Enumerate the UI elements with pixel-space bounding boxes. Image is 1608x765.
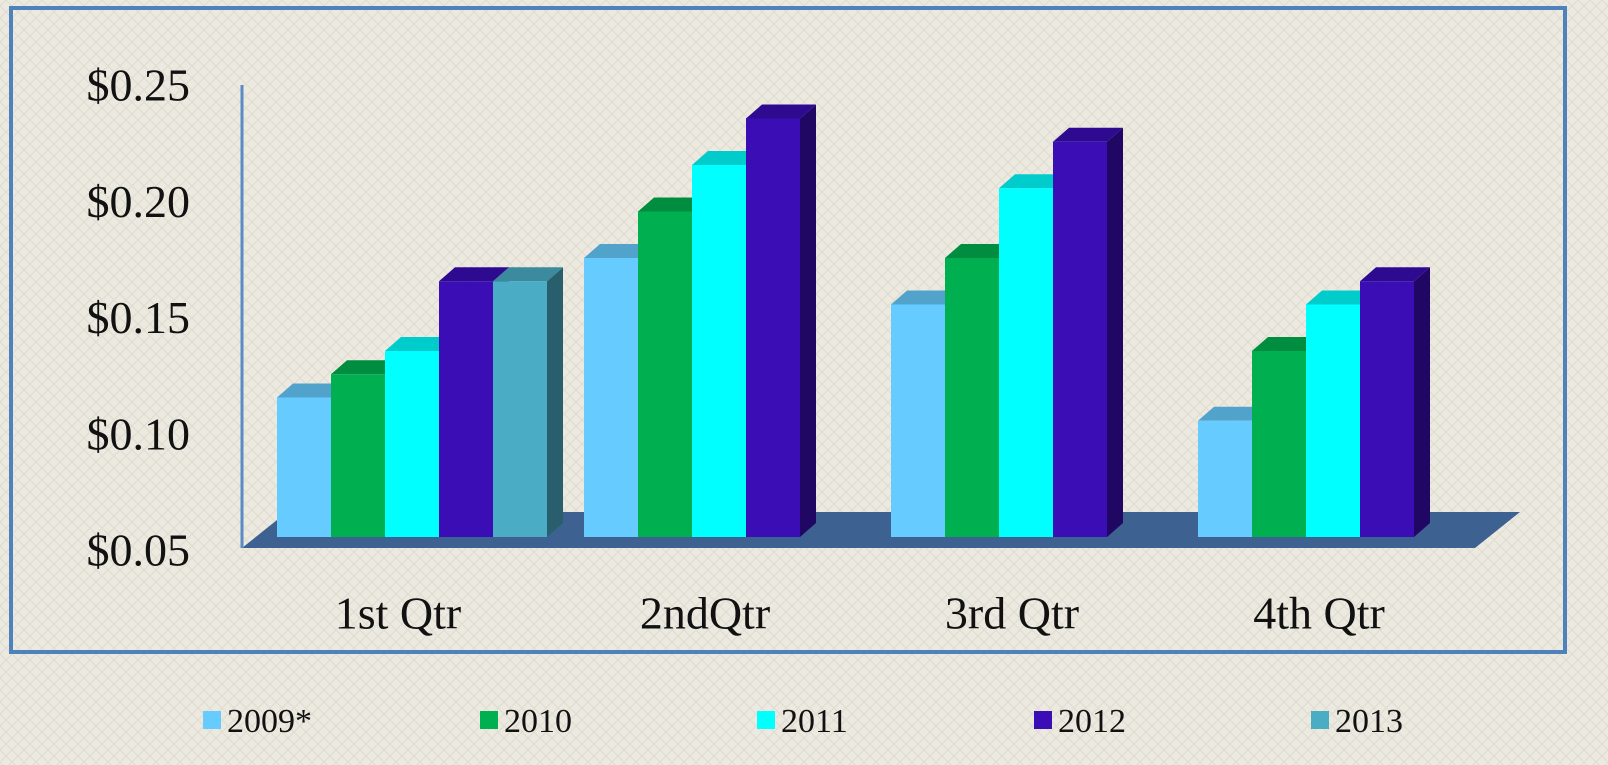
bar (385, 351, 439, 537)
bar (999, 188, 1053, 537)
bar (1252, 351, 1306, 537)
bar (331, 374, 385, 537)
bar (439, 281, 493, 537)
bar-top (277, 383, 347, 398)
bar (692, 165, 746, 537)
bar-top (692, 151, 762, 165)
bar-side (800, 104, 816, 537)
x-tick-label: 1st Qtr (335, 588, 462, 639)
bar-side (1107, 127, 1123, 537)
bar-top (1360, 267, 1430, 282)
chart-frame (9, 6, 1567, 654)
bar-top (1252, 337, 1322, 351)
bar-top (891, 290, 961, 305)
bar-top (746, 104, 816, 119)
legend-label: 2010 (504, 703, 572, 740)
legend-swatch (203, 711, 221, 729)
bar-top (493, 267, 563, 282)
y-tick-label: $0.15 (87, 292, 191, 343)
bar (1198, 420, 1252, 537)
legend-swatch (757, 711, 775, 729)
legend-label: 2009* (227, 703, 312, 740)
bar (746, 118, 800, 537)
legend-swatch (1311, 711, 1329, 729)
x-tick-label: 2ndQtr (640, 588, 770, 639)
bar-top (638, 197, 708, 212)
y-tick-label: $0.05 (87, 525, 191, 576)
bar-top (331, 360, 401, 375)
bar-top (439, 267, 509, 282)
y-tick-label: $0.20 (87, 176, 191, 227)
bar (493, 281, 547, 537)
bar (1360, 281, 1414, 537)
legend-label: 2011 (781, 703, 848, 740)
bar-top (1306, 290, 1376, 305)
bar-side (1414, 267, 1430, 537)
bar (1306, 304, 1360, 537)
x-tick-label: 3rd Qtr (945, 588, 1079, 639)
bar (891, 304, 945, 537)
y-tick-label: $0.10 (87, 408, 191, 459)
bar-side (547, 267, 563, 537)
legend-swatch (1034, 711, 1052, 729)
bar (945, 258, 999, 537)
bar (638, 211, 692, 537)
bar-top (1198, 406, 1268, 421)
bar (1053, 141, 1107, 537)
bar-top (385, 337, 455, 351)
y-tick-label: $0.25 (87, 60, 191, 111)
bar (277, 397, 331, 537)
bar-top (1053, 127, 1123, 142)
legend-label: 2013 (1335, 703, 1403, 740)
bar-top (945, 244, 1015, 258)
bar (584, 258, 638, 537)
x-tick-label: 4th Qtr (1253, 588, 1385, 639)
legend-swatch (480, 711, 498, 729)
bar-top (584, 244, 654, 258)
legend-label: 2012 (1058, 703, 1126, 740)
bar-top (999, 174, 1069, 189)
